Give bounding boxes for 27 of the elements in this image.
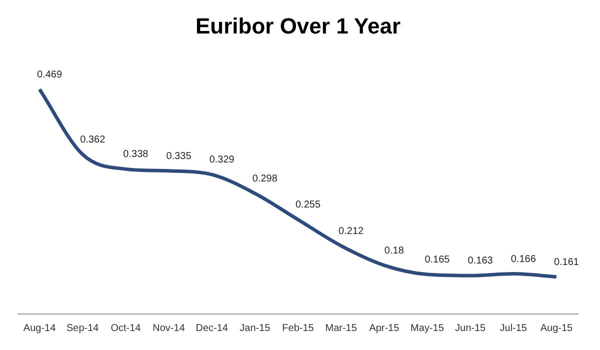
x-tick-label: Jul-15: [500, 322, 528, 334]
x-tick-label: Mar-15: [325, 322, 358, 334]
x-tick-label: Jan-15: [240, 322, 271, 334]
data-label: 0.18: [384, 245, 404, 256]
x-tick-label: Sep-14: [66, 322, 100, 334]
data-label: 0.212: [338, 226, 364, 237]
x-tick-label: Dec-14: [196, 322, 228, 334]
x-tick-label: Aug-14: [23, 322, 56, 334]
x-tick-label: Feb-15: [282, 322, 314, 334]
x-tick-label: Aug-15: [540, 322, 574, 334]
data-label: 0.362: [80, 134, 106, 146]
data-label: 0.165: [424, 254, 450, 266]
x-tick-label: Apr-15: [369, 322, 400, 334]
x-tick-label: May-15: [410, 322, 444, 334]
x-tick-label: Nov-14: [152, 322, 186, 334]
data-label: 0.298: [252, 173, 278, 184]
data-label: 0.255: [295, 200, 321, 211]
x-tick-label: Jun-15: [455, 322, 486, 334]
data-label: 0.338: [123, 149, 149, 160]
chart-title: Euribor Over 1 Year: [195, 13, 401, 38]
data-label: 0.161: [554, 256, 580, 268]
data-label: 0.163: [468, 256, 494, 267]
x-tick-label: Oct-14: [110, 322, 142, 334]
data-label: 0.335: [166, 150, 192, 162]
data-label: 0.329: [209, 154, 235, 166]
data-label: 0.469: [37, 69, 62, 80]
data-label: 0.166: [510, 254, 536, 265]
